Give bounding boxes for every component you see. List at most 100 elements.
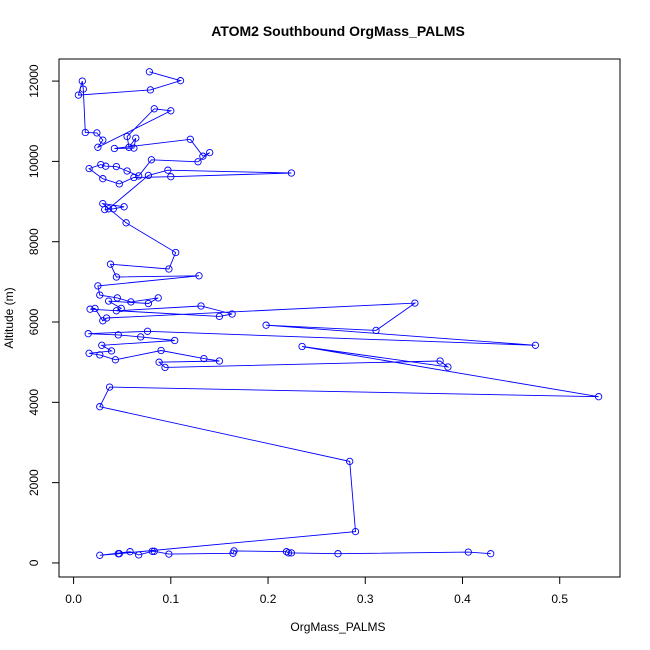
data-point: [114, 331, 122, 339]
data-point: [115, 180, 123, 188]
data-point: [125, 143, 133, 151]
data-point: [96, 551, 104, 559]
x-tick-label: 0.1: [162, 592, 179, 606]
data-point: [197, 302, 205, 310]
data-point: [150, 105, 158, 113]
data-point: [444, 363, 452, 371]
data-point: [102, 162, 110, 170]
data-point: [104, 297, 113, 305]
data-point: [98, 341, 106, 349]
data-point: [167, 173, 175, 181]
data-point: [145, 68, 154, 76]
data-point: [109, 205, 118, 213]
data-point: [99, 175, 107, 183]
data-point: [115, 550, 123, 558]
data-point: [110, 144, 119, 153]
data-point: [372, 326, 380, 335]
data-point: [112, 273, 121, 281]
x-tick-label: 0.3: [357, 592, 374, 606]
data-point: [120, 203, 128, 211]
data-point: [195, 272, 203, 280]
data-point: [150, 547, 158, 555]
chart-title: ATOM2 Southbound OrgMass_PALMS: [211, 23, 465, 39]
y-tick-label: 8000: [27, 228, 41, 255]
data-point: [99, 199, 107, 208]
data-point: [194, 158, 202, 166]
data-point: [282, 548, 291, 556]
data-point: [287, 169, 296, 177]
data-point: [84, 330, 92, 338]
y-tick-label: 0: [27, 559, 41, 566]
data-point: [93, 129, 101, 137]
data-point: [94, 282, 102, 290]
data-point: [206, 148, 214, 157]
data-point: [594, 393, 603, 401]
data-point: [155, 358, 163, 366]
data-point: [411, 299, 419, 307]
data-point: [78, 77, 86, 85]
x-axis-label: OrgMass_PALMS: [290, 620, 385, 634]
data-point: [123, 167, 131, 175]
data-point: [215, 357, 224, 365]
data-point: [284, 549, 293, 557]
data-point: [230, 547, 238, 555]
data-point: [74, 91, 83, 99]
data-point: [144, 299, 153, 308]
y-tick-label: 4000: [27, 389, 41, 416]
x-tick-label: 0.5: [551, 592, 568, 606]
data-point: [176, 77, 185, 85]
y-tick-label: 6000: [27, 308, 41, 335]
y-tick-label: 2000: [27, 469, 41, 496]
data-point: [130, 173, 138, 182]
data-point: [147, 156, 156, 164]
data-point: [199, 152, 207, 160]
x-tick-label: 0.4: [454, 592, 471, 606]
data-point: [107, 347, 116, 355]
data-point: [154, 294, 162, 302]
data-point: [487, 550, 495, 558]
series-line: [77, 71, 599, 556]
data-point: [94, 143, 102, 151]
x-tick-label: 0.0: [65, 592, 82, 606]
data-point: [287, 549, 296, 557]
data-point: [102, 314, 111, 322]
data-point: [123, 132, 131, 141]
data-point: [144, 171, 153, 180]
data-point: [122, 219, 130, 227]
data-point: [351, 527, 360, 536]
data-point: [96, 291, 104, 299]
data-point: [167, 107, 175, 115]
y-tick-label: 10000: [27, 144, 41, 178]
data-point: [96, 403, 104, 411]
data-point: [132, 134, 140, 142]
data-point: [97, 160, 105, 169]
data-point: [146, 86, 155, 94]
x-axis: 0.0 0.1 0.2 0.3 0.4 0.5: [65, 576, 568, 606]
data-point: [112, 162, 121, 171]
data-point: [104, 205, 113, 213]
data-point: [106, 260, 115, 268]
data-point: [165, 550, 173, 558]
data-point: [165, 265, 173, 273]
data-point: [215, 312, 224, 321]
data-point: [127, 298, 135, 306]
y-axis: 0 2000 4000 6000 8000 10000 12000: [27, 64, 60, 566]
data-point: [85, 349, 93, 357]
data-point: [172, 248, 180, 257]
data-point: [81, 128, 89, 137]
data-point: [79, 85, 87, 93]
data-point: [200, 354, 208, 363]
data-point: [85, 164, 93, 173]
data-point: [126, 548, 134, 556]
data-point: [86, 305, 94, 313]
data-point: [161, 363, 169, 372]
data-point: [346, 457, 354, 466]
data-point: [117, 304, 125, 313]
data-point: [137, 333, 145, 341]
data-point: [135, 172, 143, 180]
data-point: [298, 342, 306, 351]
data-point: [186, 135, 194, 143]
series-group: [74, 68, 603, 559]
data-point: [130, 144, 138, 152]
